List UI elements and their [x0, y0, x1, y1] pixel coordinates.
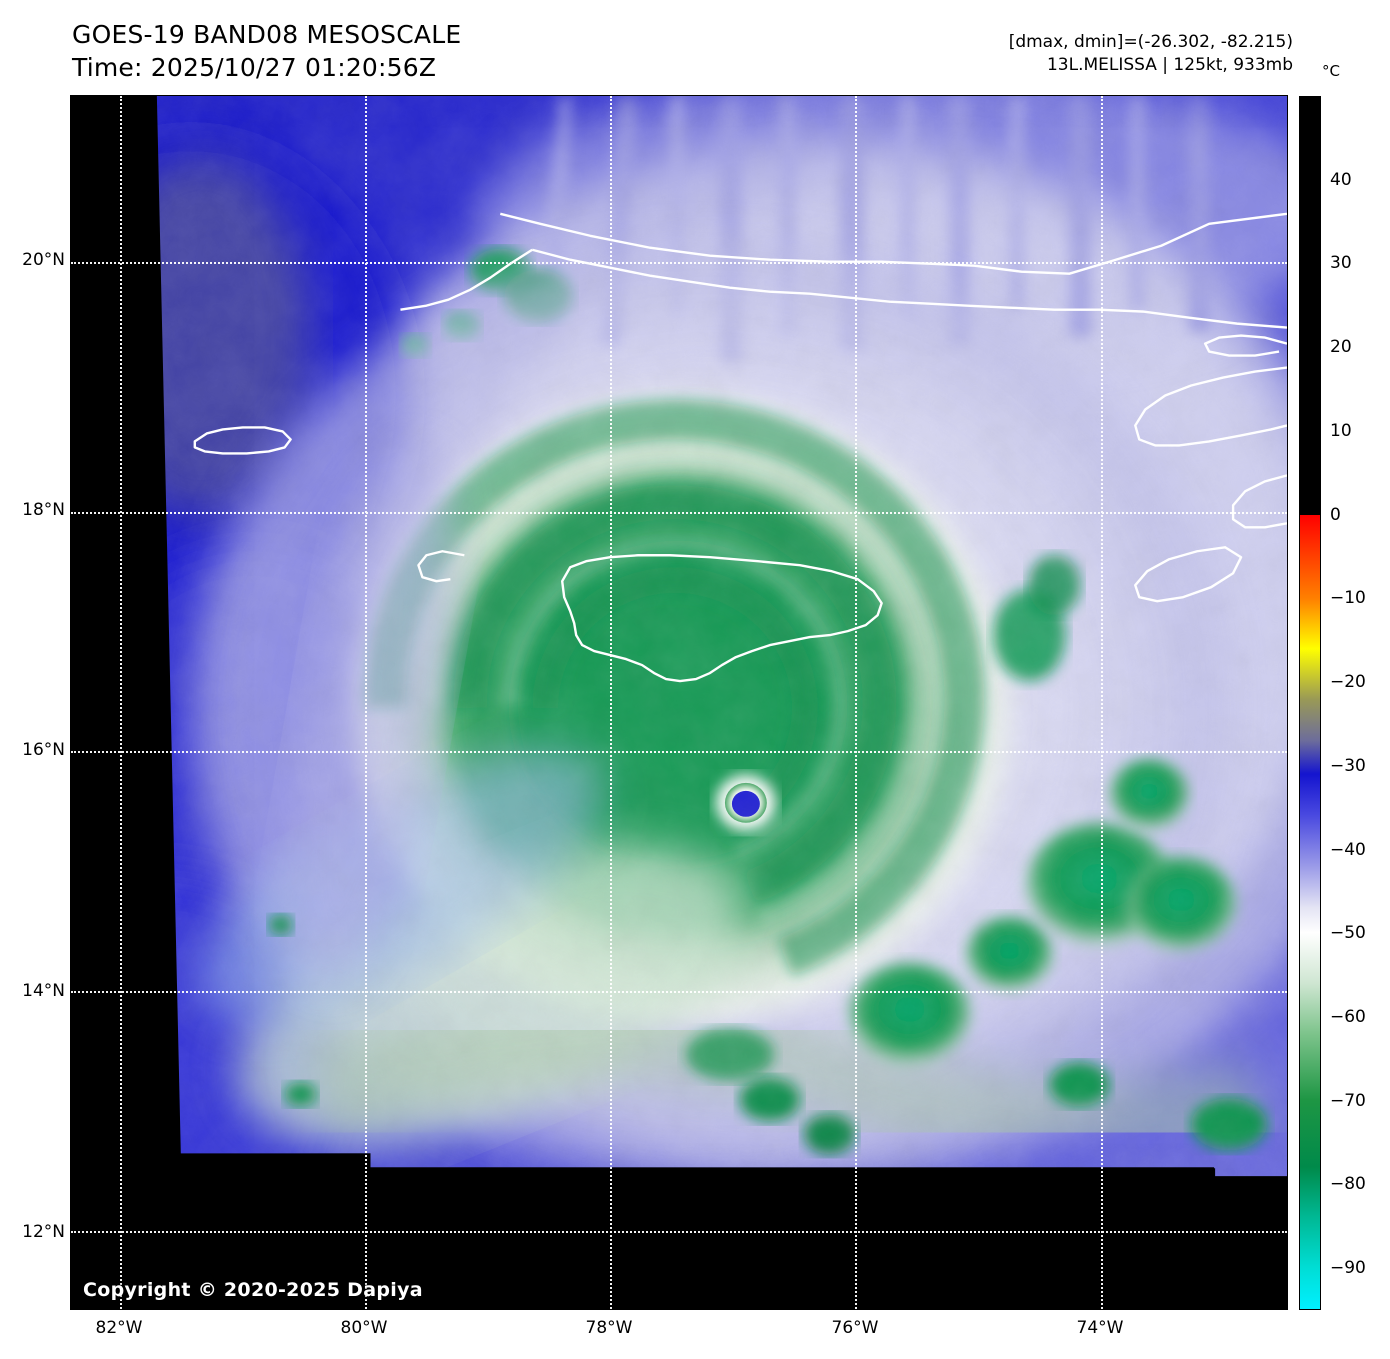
colorbar-tick-label: 0 — [1330, 504, 1341, 525]
colorbar-tick-label: −80 — [1330, 1174, 1366, 1195]
colorbar-tick-label: −40 — [1330, 839, 1366, 860]
colorbar-tick-label: −30 — [1330, 755, 1366, 776]
page-title: GOES-19 BAND08 MESOSCALE — [72, 20, 462, 49]
gridline-lon-78 — [609, 96, 612, 1309]
copyright-label: Copyright © 2020-2025 Dapiya — [83, 1279, 423, 1301]
colorbar-tick-label: −90 — [1330, 1258, 1366, 1279]
gridline-lon-82 — [119, 96, 122, 1309]
colorbar-tick-label: −50 — [1330, 923, 1366, 944]
gridline-lon-80 — [365, 96, 368, 1309]
colorbar-tick-label: 10 — [1330, 420, 1352, 441]
ytick-label: 16°N — [22, 740, 65, 760]
ytick-label: 14°N — [22, 981, 65, 1001]
gridline-lat-18 — [71, 512, 1287, 515]
gridline-lon-76 — [855, 96, 858, 1309]
ytick-label: 20°N — [22, 250, 65, 270]
gridline-lat-12 — [71, 1231, 1287, 1234]
colorbar-tick-label: 30 — [1330, 253, 1352, 274]
xtick-label: 82°W — [95, 1318, 143, 1338]
colorbar-tick-label: −20 — [1330, 672, 1366, 693]
colorbar[interactable] — [1299, 96, 1321, 1310]
header-title-block: GOES-19 BAND08 MESOSCALE Time: 2025/10/2… — [72, 18, 461, 84]
satellite-imagery — [71, 96, 1287, 1309]
satellite-image-plot[interactable]: Copyright © 2020-2025 Dapiya — [70, 95, 1288, 1310]
colorbar-tick-label: 40 — [1330, 169, 1352, 190]
ytick-label: 18°N — [22, 500, 65, 520]
colorbar-tick-label: −10 — [1330, 588, 1366, 609]
storm-info-label: 13L.MELISSA | 125kt, 933mb — [1046, 55, 1293, 75]
gridline-lat-16 — [71, 751, 1287, 754]
colorbar-gradient — [1300, 97, 1320, 1309]
colorbar-tick-label: −60 — [1330, 1006, 1366, 1027]
xtick-label: 78°W — [585, 1318, 633, 1338]
ytick-label: 12°N — [22, 1222, 65, 1242]
gridline-lat-14 — [71, 991, 1287, 994]
xtick-label: 76°W — [831, 1318, 879, 1338]
header-info-block: [dmax, dmin]=(-26.302, -82.215) 13L.MELI… — [1009, 31, 1293, 77]
gridline-lon-74 — [1100, 96, 1103, 1309]
colorbar-tick-label: 20 — [1330, 337, 1352, 358]
xtick-label: 80°W — [340, 1318, 388, 1338]
colorbar-tick-label: −70 — [1330, 1090, 1366, 1111]
gridline-lat-20 — [71, 262, 1287, 265]
data-range-label: [dmax, dmin]=(-26.302, -82.215) — [1008, 32, 1293, 52]
timestamp-label: Time: 2025/10/27 01:20:56Z — [72, 53, 437, 82]
colorbar-unit-label: °C — [1322, 62, 1340, 80]
xtick-label: 74°W — [1076, 1318, 1124, 1338]
